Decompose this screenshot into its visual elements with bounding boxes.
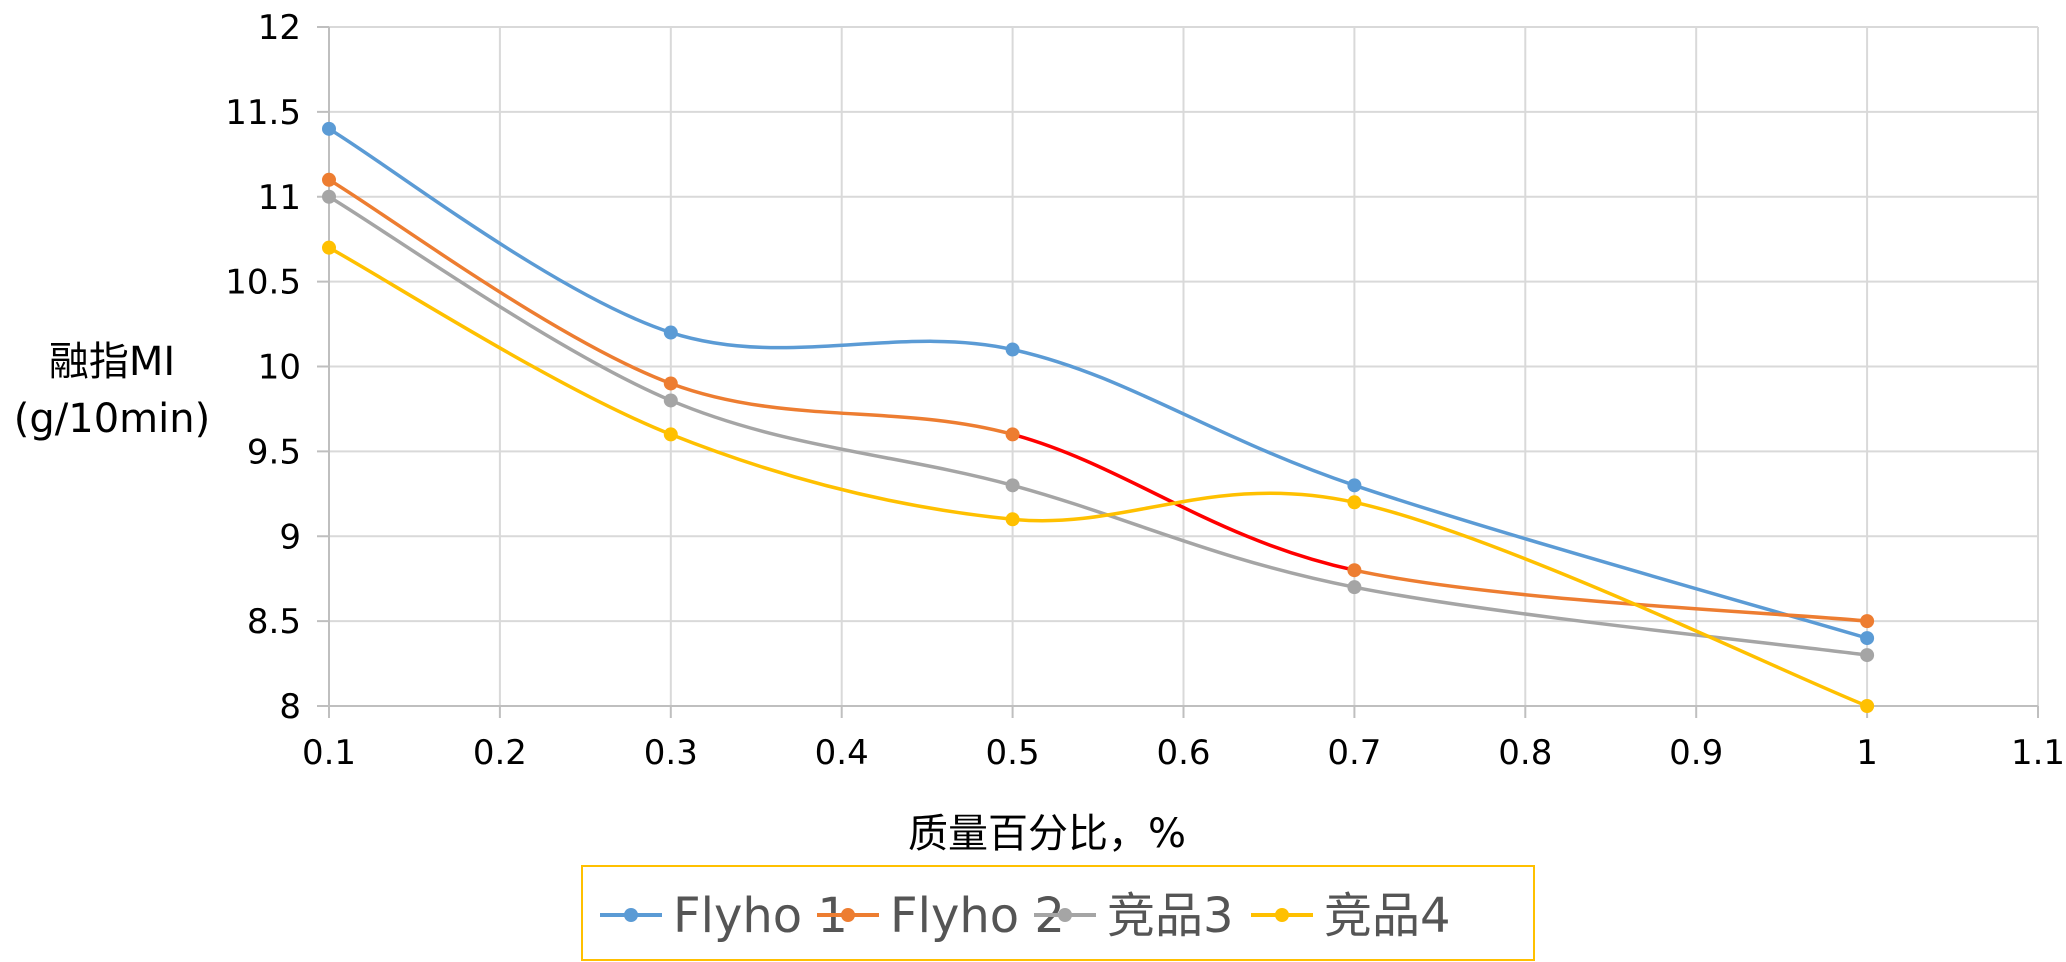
series-1-point <box>1005 342 1020 357</box>
series-2-point <box>663 376 678 391</box>
series-1-point <box>1860 631 1875 646</box>
x-tick-label: 0.3 <box>644 733 698 773</box>
series-2-point <box>1005 427 1020 442</box>
series-line-segment-3 <box>327 195 673 403</box>
x-axis-title: 质量百分比，% <box>908 811 1186 857</box>
series-3-point <box>1005 478 1020 493</box>
series-line-segment-1 <box>669 330 1015 352</box>
y-axis-title-line-2: (g/10min) <box>14 396 210 442</box>
x-tick-label: 0.5 <box>986 733 1040 773</box>
tick-labels: 0.1 0.2 0.3 0.4 0.5 0.6 0.7 0.8 0.9 1 1.1 8 8.5 9 9.5 1… <box>225 8 2065 773</box>
legend-label: 竞品4 <box>1324 888 1451 944</box>
y-axis-title-line-1: 融指MI <box>49 339 175 385</box>
series-line-segment-3 <box>1352 585 1869 657</box>
series-2-point <box>1347 563 1362 578</box>
axes <box>317 26 2039 718</box>
series-3-point <box>1347 580 1362 595</box>
series-3-point <box>663 393 678 408</box>
grid <box>329 26 2039 706</box>
legend: Flyho 1 Flyho 2 竞品3 竞品4 <box>581 865 1535 961</box>
y-tick-label: 10.5 <box>225 263 301 303</box>
series-4-point <box>1005 512 1020 527</box>
series-line-segment-1 <box>1010 347 1357 488</box>
series-4-point <box>663 427 678 442</box>
series-1-point <box>663 325 678 340</box>
y-tick-label: 8.5 <box>247 602 301 642</box>
legend-swatch-marker <box>841 908 855 922</box>
series-line-segment-4 <box>669 432 1015 522</box>
series-line-segment-3 <box>669 398 1015 488</box>
legend-swatch-marker <box>624 908 638 922</box>
y-tick-label: 9 <box>279 517 301 557</box>
y-tick-label: 8 <box>279 687 301 727</box>
series-line-segment-3 <box>1010 483 1357 589</box>
series-4-point <box>1860 699 1875 713</box>
series-3-point <box>322 189 336 204</box>
series-1-point <box>322 121 336 136</box>
series-line-segment-1 <box>1352 483 1869 640</box>
x-tick-label: 0.2 <box>473 733 527 773</box>
series-line-segment-4 <box>1010 491 1357 523</box>
series-line-segment-4 <box>327 245 673 437</box>
series-2-point <box>322 172 336 187</box>
x-tick-label: 0.7 <box>1327 733 1381 773</box>
y-tick-label: 12 <box>258 8 301 48</box>
x-tick-label: 0.6 <box>1156 733 1210 773</box>
series-3-point <box>1860 648 1875 663</box>
legend-swatch-marker <box>1275 908 1289 922</box>
x-tick-label: 1.1 <box>2011 733 2065 773</box>
legend-swatch-marker <box>1058 908 1072 922</box>
series-4-point <box>1347 495 1362 510</box>
series-4-point <box>322 240 336 255</box>
series-2-point <box>1860 614 1875 629</box>
series-layer <box>322 121 1875 713</box>
x-tick-label: 0.1 <box>302 733 356 773</box>
x-tick-label: 0.4 <box>815 733 869 773</box>
y-tick-label: 11 <box>258 178 301 218</box>
series-line-segment-1 <box>327 127 673 335</box>
x-tick-label: 0.8 <box>1498 733 1552 773</box>
y-tick-label: 11.5 <box>225 93 301 133</box>
x-tick-label: 1 <box>1856 733 1878 773</box>
series-1-point <box>1347 478 1362 493</box>
legend-label: 竞品3 <box>1107 888 1234 944</box>
series-line-segment-2 <box>327 178 673 386</box>
series-line-segment-4 <box>1352 500 1869 708</box>
y-tick-label: 10 <box>258 348 301 388</box>
y-tick-label: 9.5 <box>247 432 301 472</box>
series-line-segment-2 <box>669 381 1015 437</box>
x-tick-label: 0.9 <box>1669 733 1723 773</box>
